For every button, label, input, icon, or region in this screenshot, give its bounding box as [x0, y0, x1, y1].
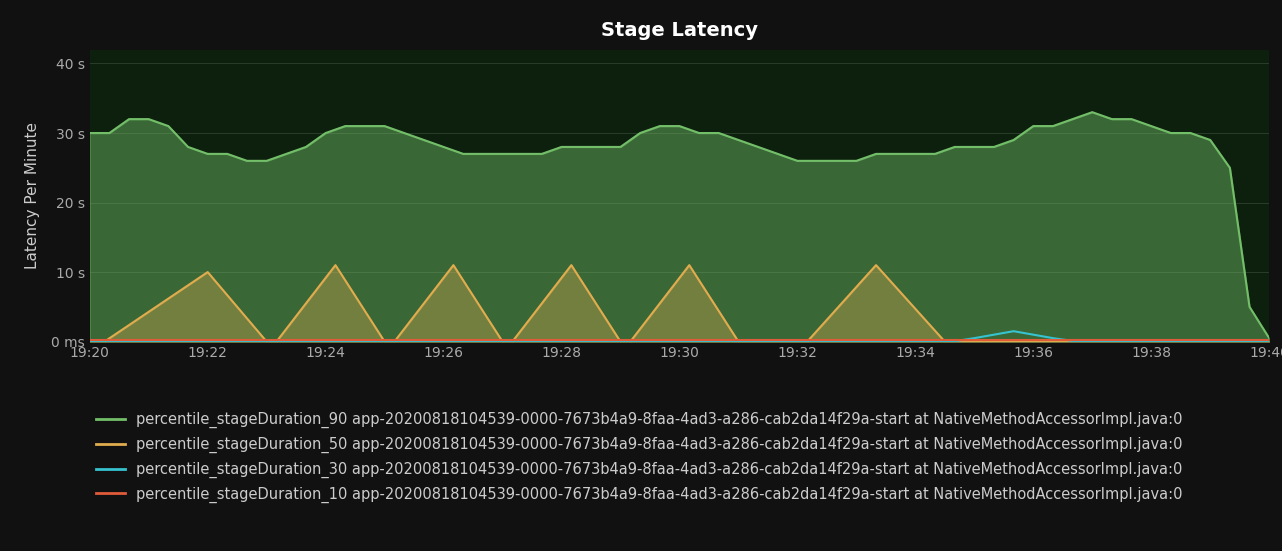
Legend: percentile_stageDuration_90 app-20200818104539-0000-7673b4a9-8faa-4ad3-a286-cab2: percentile_stageDuration_90 app-20200818… [90, 406, 1188, 509]
Title: Stage Latency: Stage Latency [601, 21, 758, 40]
Y-axis label: Latency Per Minute: Latency Per Minute [26, 122, 40, 269]
